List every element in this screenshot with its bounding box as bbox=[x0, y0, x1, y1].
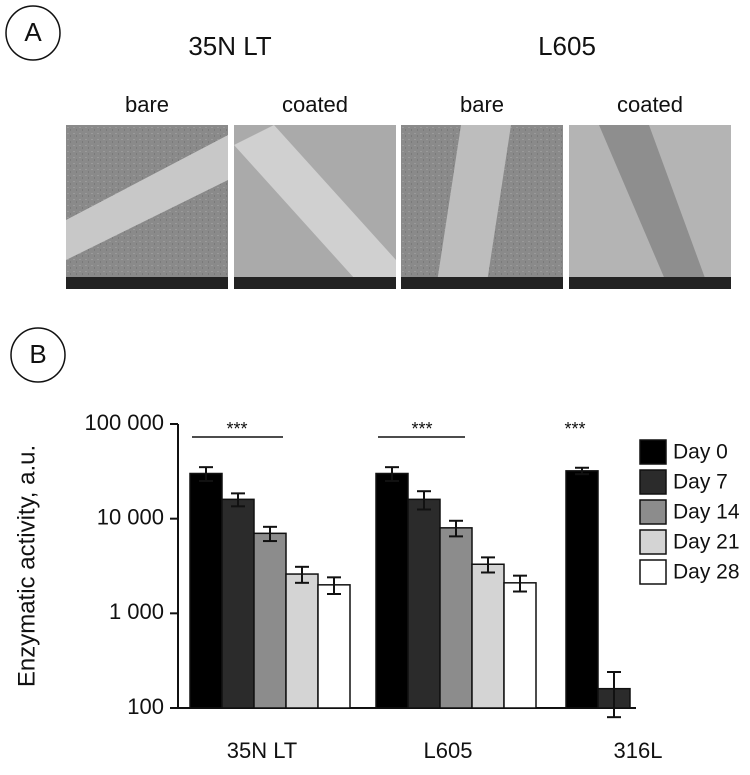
error-bar bbox=[263, 525, 277, 543]
error-bar bbox=[607, 671, 621, 719]
image-label: coated bbox=[617, 92, 683, 117]
error-bar bbox=[575, 466, 589, 476]
bar bbox=[317, 584, 351, 709]
bar bbox=[503, 582, 537, 709]
error-bar bbox=[327, 576, 341, 596]
bar bbox=[253, 532, 287, 709]
image-label: bare bbox=[125, 92, 169, 117]
legend-swatch bbox=[639, 499, 667, 525]
x-tick-label: 316L bbox=[614, 738, 663, 763]
group-title: L605 bbox=[538, 31, 596, 61]
significance-label: *** bbox=[564, 419, 585, 439]
y-tick-label: 10 000 bbox=[97, 504, 164, 529]
significance-label: *** bbox=[411, 419, 432, 439]
bar bbox=[189, 472, 223, 709]
significance-label: *** bbox=[226, 419, 247, 439]
bar bbox=[285, 573, 319, 709]
y-tick-label: 100 bbox=[127, 694, 164, 719]
bar bbox=[439, 527, 473, 709]
sem-images bbox=[66, 125, 731, 289]
error-bar bbox=[417, 490, 431, 511]
sem-image bbox=[569, 125, 731, 289]
panel-label: B bbox=[29, 339, 46, 369]
sem-image bbox=[401, 125, 563, 289]
error-bar bbox=[513, 574, 527, 593]
legend-label: Day 14 bbox=[673, 501, 740, 524]
y-tick-label: 1 000 bbox=[109, 599, 164, 624]
legend-swatch bbox=[639, 439, 667, 465]
legend-label: Day 7 bbox=[673, 471, 728, 494]
bar bbox=[221, 498, 255, 709]
legend-swatch bbox=[639, 529, 667, 555]
bar bbox=[407, 498, 441, 709]
bar bbox=[375, 472, 409, 709]
sem-image bbox=[66, 125, 228, 289]
image-label: coated bbox=[282, 92, 348, 117]
bar bbox=[565, 470, 599, 709]
sem-image bbox=[234, 125, 396, 289]
error-bar bbox=[481, 556, 495, 574]
bar bbox=[471, 563, 505, 709]
panel-circle bbox=[5, 5, 61, 61]
legend-swatch bbox=[639, 469, 667, 495]
x-tick-label: L605 bbox=[424, 738, 473, 763]
panel-label: A bbox=[24, 17, 42, 47]
legend-label: Day 0 bbox=[673, 441, 728, 464]
panel-circle bbox=[10, 327, 66, 383]
group-title: 35N LT bbox=[188, 31, 271, 61]
error-bar bbox=[449, 519, 463, 538]
legend-swatch bbox=[639, 559, 667, 585]
error-bar bbox=[295, 565, 309, 584]
error-bar bbox=[199, 466, 213, 482]
y-tick-label: 100 000 bbox=[84, 410, 164, 435]
y-axis-label: Enzymatic activity, a.u. bbox=[13, 445, 40, 687]
image-label: bare bbox=[460, 92, 504, 117]
legend-label: Day 21 bbox=[673, 531, 740, 554]
x-tick-label: 35N LT bbox=[227, 738, 298, 763]
error-bar bbox=[385, 466, 399, 482]
legend-label: Day 28 bbox=[673, 561, 740, 584]
error-bar bbox=[231, 492, 245, 508]
